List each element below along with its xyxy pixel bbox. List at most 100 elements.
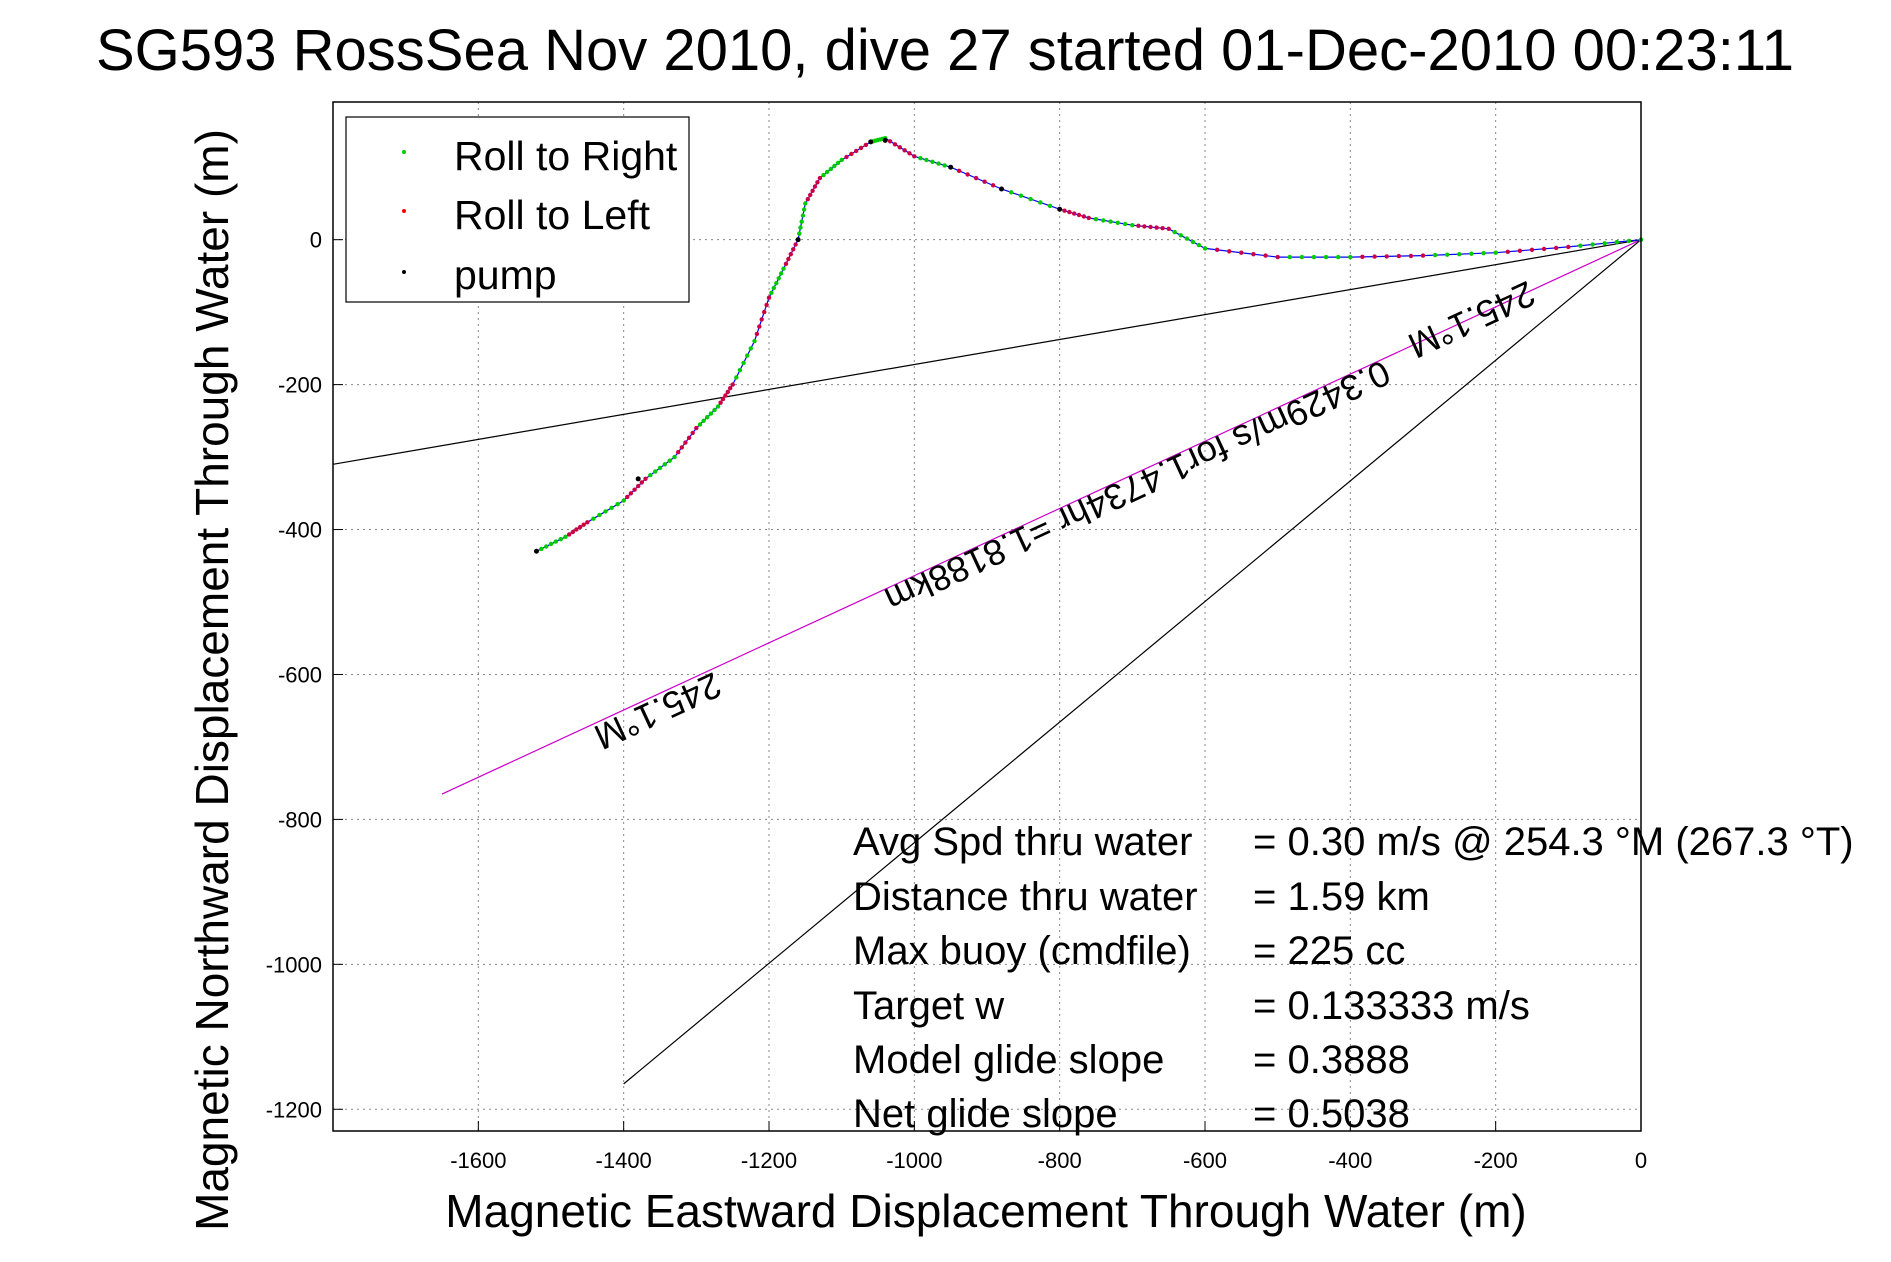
roll-marker xyxy=(791,247,796,252)
roll-marker xyxy=(567,532,572,537)
roll-marker xyxy=(648,473,653,478)
roll-marker xyxy=(918,156,923,161)
roll-marker xyxy=(563,534,568,539)
roll-marker xyxy=(769,290,774,295)
roll-marker xyxy=(745,353,750,358)
stat-value-model-glide: = 0.3888 xyxy=(1253,1038,1410,1082)
stat-value-target-w: = 0.133333 m/s xyxy=(1253,984,1530,1028)
roll-marker xyxy=(720,396,726,402)
y-tick-label: -1000 xyxy=(266,952,322,977)
roll-marker xyxy=(907,151,912,156)
roll-marker xyxy=(632,487,637,492)
x-axis-label: Magnetic Eastward Displacement Through W… xyxy=(445,1185,1526,1237)
roll-marker xyxy=(771,285,776,291)
roll-marker xyxy=(924,157,929,163)
roll-marker xyxy=(1028,196,1033,202)
roll-marker xyxy=(1214,247,1220,252)
roll-marker xyxy=(625,494,630,500)
roll-marker xyxy=(1311,254,1317,260)
roll-marker xyxy=(672,454,677,460)
stat-label-target-w: Target w xyxy=(853,984,1004,1028)
reference-line xyxy=(332,239,1642,465)
y-tick-label: -800 xyxy=(278,807,322,832)
roll-marker xyxy=(786,256,791,262)
roll-marker xyxy=(628,491,634,496)
roll-marker xyxy=(1172,229,1177,235)
roll-marker xyxy=(1086,215,1091,221)
roll-marker xyxy=(1299,254,1305,260)
roll-marker xyxy=(798,225,803,230)
roll-marker xyxy=(812,184,818,189)
roll-marker xyxy=(697,422,703,427)
roll-marker xyxy=(639,480,644,485)
legend: Roll to Right Roll to Left pump xyxy=(345,116,690,303)
y-tick-label: -200 xyxy=(278,373,322,398)
roll-marker xyxy=(636,483,641,489)
roll-marker xyxy=(1178,233,1184,238)
roll-marker xyxy=(965,172,970,177)
roll-marker xyxy=(1130,223,1135,228)
roll-marker xyxy=(793,242,798,247)
roll-marker xyxy=(1251,252,1256,257)
roll-marker xyxy=(764,302,769,308)
stat-value-distance: = 1.59 km xyxy=(1253,875,1430,919)
pump-marker xyxy=(635,476,641,482)
roll-marker xyxy=(1336,254,1341,260)
stat-value-avg-speed: = 0.30 m/s @ 254.3 °M (267.3 °T) xyxy=(1253,820,1854,864)
roll-marker xyxy=(781,266,786,271)
roll-marker xyxy=(1190,239,1196,245)
legend-marker-pump xyxy=(402,270,406,274)
roll-marker xyxy=(1047,203,1053,209)
roll-marker xyxy=(621,498,626,503)
x-tick-label: -200 xyxy=(1474,1148,1518,1173)
roll-marker xyxy=(1263,253,1268,258)
legend-marker-roll-right xyxy=(402,150,406,154)
x-tick-label: -1000 xyxy=(886,1148,942,1173)
roll-marker xyxy=(1469,251,1474,256)
roll-marker xyxy=(603,509,608,514)
x-tick-label: 0 xyxy=(1635,1148,1647,1173)
roll-marker xyxy=(1154,225,1159,230)
roll-marker xyxy=(712,407,717,413)
roll-marker xyxy=(1101,218,1106,223)
roll-marker xyxy=(801,207,807,212)
roll-marker xyxy=(973,175,979,181)
roll-marker xyxy=(683,440,688,445)
dive-statistics: Avg Spd thru water = 0.30 m/s @ 254.3 °M… xyxy=(853,820,1854,1136)
roll-marker xyxy=(577,524,583,530)
stat-label-max-buoy: Max buoy (cmdfile) xyxy=(853,929,1191,973)
pump-marker xyxy=(795,237,801,243)
x-tick-label: -800 xyxy=(1038,1148,1082,1173)
roll-marker xyxy=(1420,253,1426,258)
roll-marker xyxy=(653,469,658,474)
roll-marker xyxy=(1038,200,1043,205)
roll-marker xyxy=(676,450,681,455)
roll-marker xyxy=(581,522,586,527)
y-tick-label: -400 xyxy=(278,518,322,543)
roll-marker xyxy=(1432,252,1438,258)
roll-marker xyxy=(828,166,833,172)
pump-marker xyxy=(882,137,888,143)
roll-marker xyxy=(849,151,854,157)
roll-marker xyxy=(799,219,804,224)
roll-marker xyxy=(1196,242,1202,248)
roll-marker xyxy=(585,520,590,525)
roll-marker xyxy=(1493,250,1498,255)
roll-marker xyxy=(694,425,699,431)
roll-marker xyxy=(728,386,733,391)
x-tick-label: -400 xyxy=(1328,1148,1372,1173)
roll-marker xyxy=(643,476,648,481)
roll-marker xyxy=(667,458,672,463)
roll-marker xyxy=(1275,254,1280,260)
roll-marker xyxy=(942,163,947,168)
roll-marker xyxy=(1081,214,1087,219)
roll-marker xyxy=(1505,249,1511,254)
roll-marker xyxy=(1142,224,1147,229)
roll-marker xyxy=(832,163,837,169)
roll-marker xyxy=(887,139,893,144)
roll-marker xyxy=(1578,243,1583,248)
stat-value-max-buoy: = 225 cc xyxy=(1253,929,1405,973)
roll-marker xyxy=(544,544,549,549)
pump-marker xyxy=(999,186,1005,192)
roll-marker xyxy=(797,231,802,236)
